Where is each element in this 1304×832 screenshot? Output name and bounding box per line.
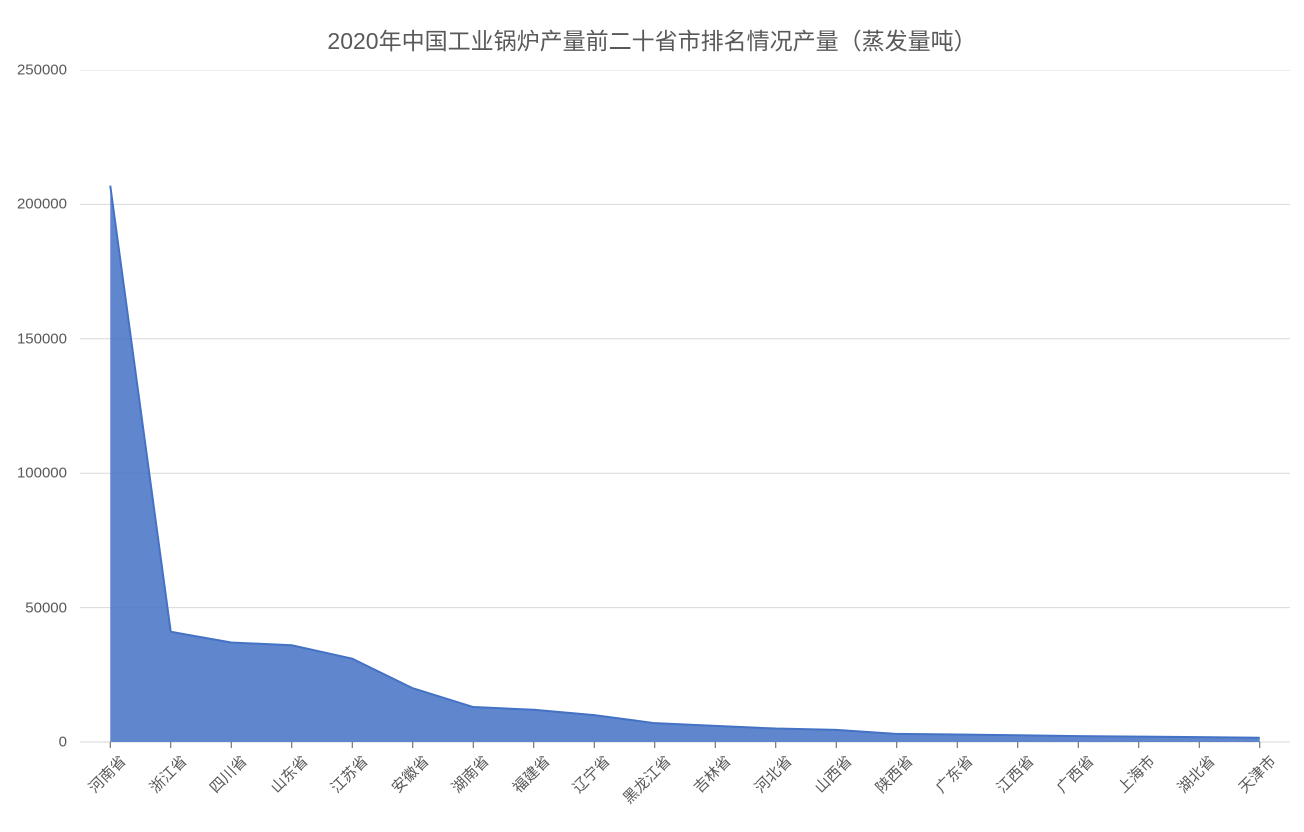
y-tick-label: 0	[59, 734, 67, 751]
chart-svg	[80, 70, 1290, 750]
gridlines	[80, 70, 1290, 742]
x-tick-label: 江苏省	[326, 752, 371, 797]
chart-container: 2020年中国工业锅炉产量前二十省市排名情况产量（蒸发量吨） 0 50000 100…	[0, 0, 1304, 832]
y-axis-labels: 050000100000150000200000250000	[0, 70, 75, 742]
area-series	[110, 186, 1260, 742]
x-axis-labels: 河南省浙江省四川省山东省江苏省安徽省湖南省福建省辽宁省黑龙江省吉林省河北省山西省…	[80, 748, 1290, 828]
y-tick-label: 150000	[17, 330, 67, 347]
x-tick-label: 上海市	[1112, 752, 1157, 797]
x-tick-label: 河北省	[749, 752, 794, 797]
y-tick-label: 200000	[17, 196, 67, 213]
x-tick-label: 福建省	[507, 752, 552, 797]
x-tick-label: 黑龙江省	[618, 752, 674, 808]
x-tick-label: 辽宁省	[568, 752, 613, 797]
x-tick-label: 广东省	[931, 752, 976, 797]
x-tick-label: 湖南省	[447, 752, 492, 797]
x-tick-label: 山东省	[265, 752, 310, 797]
y-tick-label: 100000	[17, 465, 67, 482]
x-tick-label: 四川省	[205, 752, 250, 797]
x-tick-label: 吉林省	[689, 752, 734, 797]
x-tick-label: 江西省	[991, 752, 1036, 797]
x-tick-label: 陕西省	[870, 752, 915, 797]
y-tick-label: 50000	[25, 599, 67, 616]
x-tick-label: 广西省	[1052, 752, 1097, 797]
x-tick-label: 河南省	[84, 752, 129, 797]
x-tick-label: 安徽省	[386, 752, 431, 797]
y-tick-label: 250000	[17, 62, 67, 79]
x-tick-label: 山西省	[810, 752, 855, 797]
x-tick-label: 湖北省	[1173, 752, 1218, 797]
x-tick-label: 天津市	[1233, 752, 1278, 797]
chart-title: 2020年中国工业锅炉产量前二十省市排名情况产量（蒸发量吨）	[0, 22, 1304, 56]
plot-area	[80, 70, 1290, 742]
x-tick-label: 浙江省	[144, 752, 189, 797]
